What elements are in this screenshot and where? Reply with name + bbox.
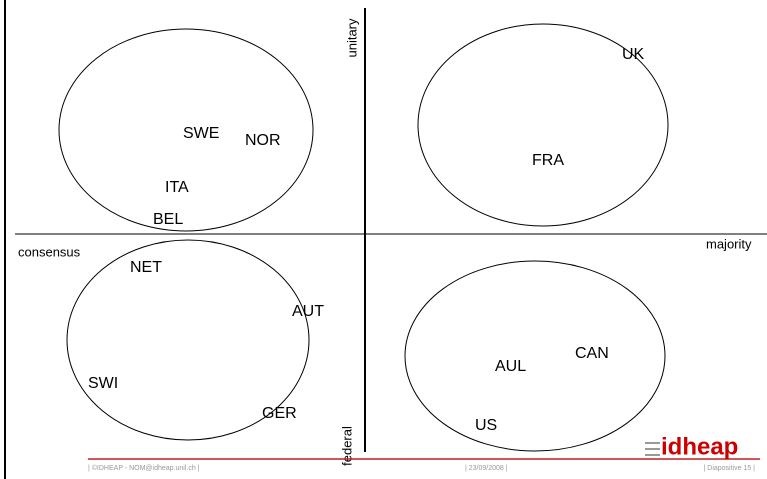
axis-label: consensus	[18, 244, 81, 259]
country-label: NOR	[245, 132, 281, 149]
logo: idheap	[661, 433, 738, 460]
country-label: BEL	[153, 211, 183, 228]
cluster-ellipse	[404, 260, 666, 452]
axis-label: majority	[706, 236, 752, 251]
country-label: NET	[130, 259, 162, 276]
country-label: AUT	[292, 303, 324, 320]
footer-right: | Diapositive 15 |	[704, 465, 756, 472]
cluster-ellipse	[66, 239, 310, 441]
logo-mark	[645, 442, 660, 456]
cluster-ellipse	[417, 23, 669, 227]
cluster-ellipse	[58, 28, 314, 232]
country-label: UK	[622, 46, 645, 63]
country-label: CAN	[575, 345, 609, 362]
country-label: US	[475, 417, 497, 434]
country-label: GER	[262, 405, 297, 422]
country-label: FRA	[532, 152, 564, 169]
country-label: ITA	[165, 179, 189, 196]
axis-label: unitary	[344, 18, 359, 58]
country-label: SWI	[88, 375, 118, 392]
country-label: SWE	[183, 125, 219, 142]
country-label: AUL	[495, 358, 526, 375]
axis-label: federal	[339, 426, 354, 466]
footer-center: | 23/09/2008 |	[465, 465, 508, 472]
footer-left: | ©IDHEAP - NOM@idheap.unil.ch |	[88, 464, 200, 472]
